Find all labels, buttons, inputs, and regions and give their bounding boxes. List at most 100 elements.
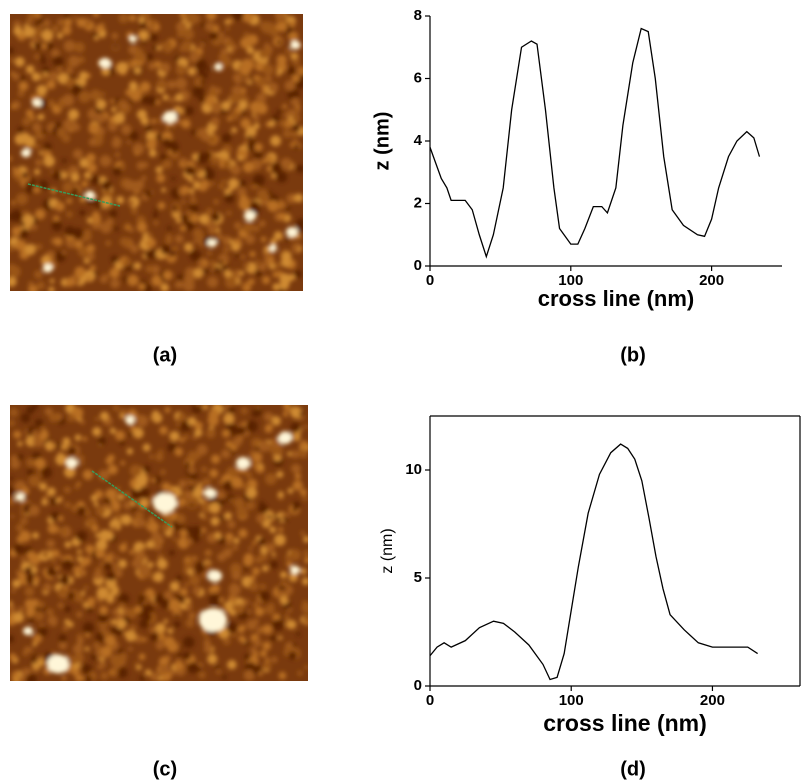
grain <box>69 655 79 665</box>
grain <box>184 165 195 176</box>
grain <box>34 14 42 19</box>
grain <box>95 506 106 516</box>
grain <box>125 89 133 97</box>
grain <box>12 671 20 679</box>
grain <box>146 139 157 150</box>
grain <box>106 595 115 603</box>
particle <box>208 570 222 582</box>
grain <box>159 42 165 48</box>
grain <box>44 407 53 416</box>
grain <box>196 405 201 408</box>
x-axis-label: cross line (nm) <box>543 710 707 736</box>
grain <box>215 228 221 233</box>
grain <box>279 280 290 290</box>
grain <box>41 29 54 42</box>
grain <box>57 515 64 522</box>
particle <box>23 626 33 636</box>
grain <box>10 635 15 644</box>
grain <box>156 173 166 183</box>
grain <box>261 275 271 285</box>
grain <box>271 162 283 174</box>
grain <box>179 162 185 168</box>
grain <box>184 603 193 611</box>
grain <box>205 207 213 215</box>
grain <box>214 266 221 273</box>
grain <box>21 486 30 496</box>
grain <box>87 163 97 173</box>
grain <box>189 197 197 205</box>
grain <box>184 106 195 116</box>
grain <box>198 671 206 679</box>
grain <box>260 103 266 109</box>
grain <box>181 185 190 195</box>
grain <box>66 211 73 218</box>
grain <box>15 239 27 251</box>
grain <box>287 88 300 101</box>
grain <box>302 600 307 605</box>
grain <box>237 426 246 435</box>
grain <box>99 411 109 421</box>
grain <box>196 444 208 456</box>
particle <box>278 432 292 444</box>
grain <box>293 270 303 279</box>
grain <box>76 611 83 618</box>
grain <box>86 276 91 281</box>
grain <box>129 549 135 555</box>
grain <box>139 675 145 681</box>
grain <box>252 174 265 187</box>
particle <box>125 415 135 425</box>
grain <box>80 196 86 203</box>
grain <box>96 112 107 123</box>
grain <box>42 551 49 558</box>
particle <box>290 40 300 50</box>
grain <box>175 280 184 289</box>
grain <box>24 566 32 575</box>
grain <box>113 405 120 412</box>
grain <box>56 127 67 138</box>
grain <box>216 233 223 241</box>
grain <box>215 669 222 675</box>
grain <box>303 424 308 430</box>
grain <box>65 653 72 660</box>
grain <box>70 172 80 182</box>
grain <box>288 651 297 660</box>
grain <box>34 457 46 470</box>
grain <box>98 613 108 624</box>
grain <box>150 531 163 544</box>
grain <box>31 122 42 132</box>
grain <box>150 19 157 26</box>
grain <box>158 676 163 681</box>
grain <box>142 612 152 622</box>
grain <box>243 60 250 67</box>
grain <box>80 419 85 425</box>
grain <box>145 251 153 259</box>
grain <box>187 662 199 674</box>
grain <box>288 31 299 42</box>
grain <box>114 226 119 232</box>
grain <box>95 99 107 110</box>
grain <box>299 488 308 497</box>
grain <box>63 118 75 131</box>
grain <box>117 648 124 655</box>
grain <box>258 463 264 469</box>
grain <box>10 58 15 63</box>
grain <box>134 151 139 156</box>
grain <box>252 541 257 546</box>
grain <box>171 176 176 181</box>
grain <box>145 265 154 273</box>
grain <box>124 222 130 227</box>
grain <box>185 618 195 628</box>
grain <box>68 108 80 120</box>
grain <box>24 135 36 147</box>
grain <box>61 675 67 681</box>
grain <box>28 616 34 623</box>
grain <box>57 101 65 110</box>
grain <box>304 665 308 670</box>
grain <box>283 614 290 621</box>
grain <box>101 30 107 36</box>
grain <box>234 238 241 245</box>
grain <box>276 517 282 522</box>
grain <box>273 262 281 270</box>
grain <box>265 542 276 553</box>
